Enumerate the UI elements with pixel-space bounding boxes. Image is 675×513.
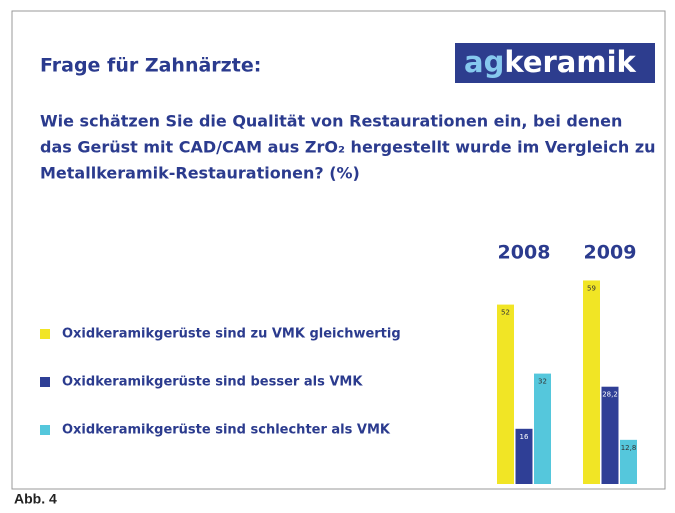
logo-suffix: keramik — [504, 45, 636, 79]
caption: Abb. 4 — [14, 491, 57, 507]
legend-swatch — [40, 377, 50, 387]
bar — [515, 428, 533, 484]
bar — [534, 373, 551, 484]
slide-frame — [11, 10, 666, 490]
legend-swatch — [40, 425, 50, 435]
logo: agkeramik — [464, 45, 637, 79]
legend-label: Oxidkeramikgerüste sind besser als VMK — [62, 375, 363, 390]
value-label: 28,2 — [602, 391, 618, 399]
value-label: 16 — [520, 433, 529, 441]
value-label: 59 — [587, 284, 596, 292]
bar — [620, 439, 637, 484]
question-line: das Gerüst mit CAD/CAM aus ZrO₂ hergeste… — [40, 138, 656, 157]
bar — [497, 304, 514, 484]
year-label: 2008 — [498, 242, 551, 264]
value-label: 32 — [538, 378, 547, 386]
legend-label: Oxidkeramikgerüste sind schlechter als V… — [62, 423, 391, 438]
slide-title: Frage für Zahnärzte: — [40, 55, 261, 77]
legend-label: Oxidkeramikgerüste sind zu VMK gleichwer… — [62, 327, 401, 342]
question-line: Metallkeramik-Restaurationen? (%) — [40, 164, 360, 183]
year-label: 2009 — [584, 242, 637, 264]
value-label: 52 — [501, 309, 510, 317]
value-label: 12,8 — [621, 444, 637, 452]
legend-swatch — [40, 329, 50, 339]
logo-box — [455, 43, 655, 83]
bar — [601, 386, 619, 484]
question-line: Wie schätzen Sie die Qualität von Restau… — [40, 112, 622, 131]
logo-prefix: ag — [464, 45, 504, 79]
bar — [583, 280, 600, 484]
